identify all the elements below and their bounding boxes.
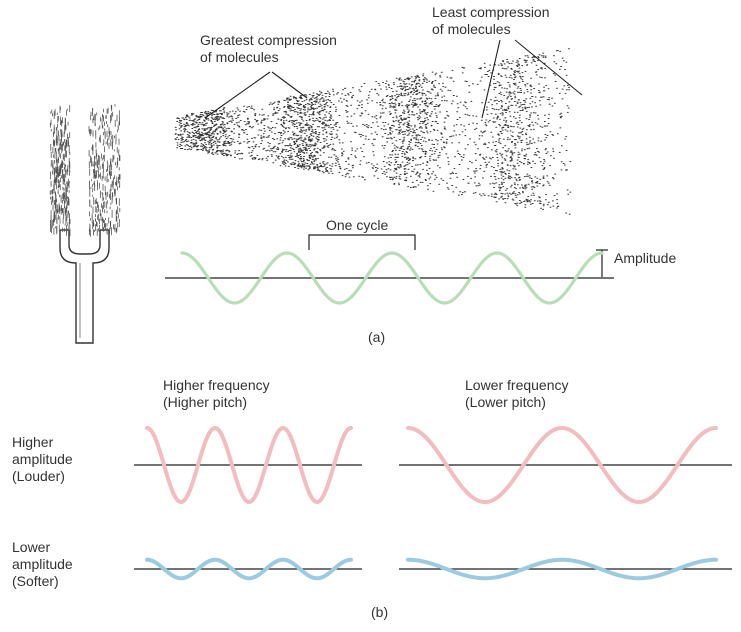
- waves-layer: [134, 251, 732, 581]
- tine-vibration-marks: [49, 104, 121, 237]
- wave-b-low-freq-loud: [406, 425, 718, 505]
- wave-a: [180, 251, 604, 305]
- wave-b-high-freq-soft: [145, 557, 353, 581]
- least-compression-label: Least compression of molecules: [432, 4, 550, 37]
- higher-frequency-label: Higher frequency (Higher pitch): [163, 377, 270, 410]
- part-a-label: (a): [368, 329, 386, 345]
- tuning-fork: [59, 229, 110, 344]
- compression-leader-lines: [204, 39, 583, 119]
- compression-wave-cone: [174, 48, 572, 215]
- wave-b-high-freq-loud: [145, 425, 353, 505]
- leader-line-least-1: [481, 39, 501, 119]
- wave-b-low-freq-soft: [406, 557, 718, 581]
- higher-amplitude-label: Higher amplitude (Louder): [12, 434, 73, 484]
- leader-line-least-2: [514, 39, 583, 96]
- one-cycle-bracket: [308, 234, 416, 250]
- part-b-label: (b): [371, 604, 389, 620]
- lower-frequency-label: Lower frequency (Lower pitch): [465, 377, 569, 410]
- greatest-compression-label: Greatest compression of molecules: [200, 32, 337, 65]
- one-cycle-label: One cycle: [326, 217, 389, 233]
- lower-amplitude-label: Lower amplitude (Softer): [12, 539, 73, 589]
- tuning-fork-tines: [49, 104, 121, 237]
- leader-line-greatest-2: [271, 71, 308, 99]
- leader-line-greatest-1: [204, 71, 271, 119]
- amplitude-label: Amplitude: [614, 250, 677, 266]
- compression-dots: [174, 48, 572, 215]
